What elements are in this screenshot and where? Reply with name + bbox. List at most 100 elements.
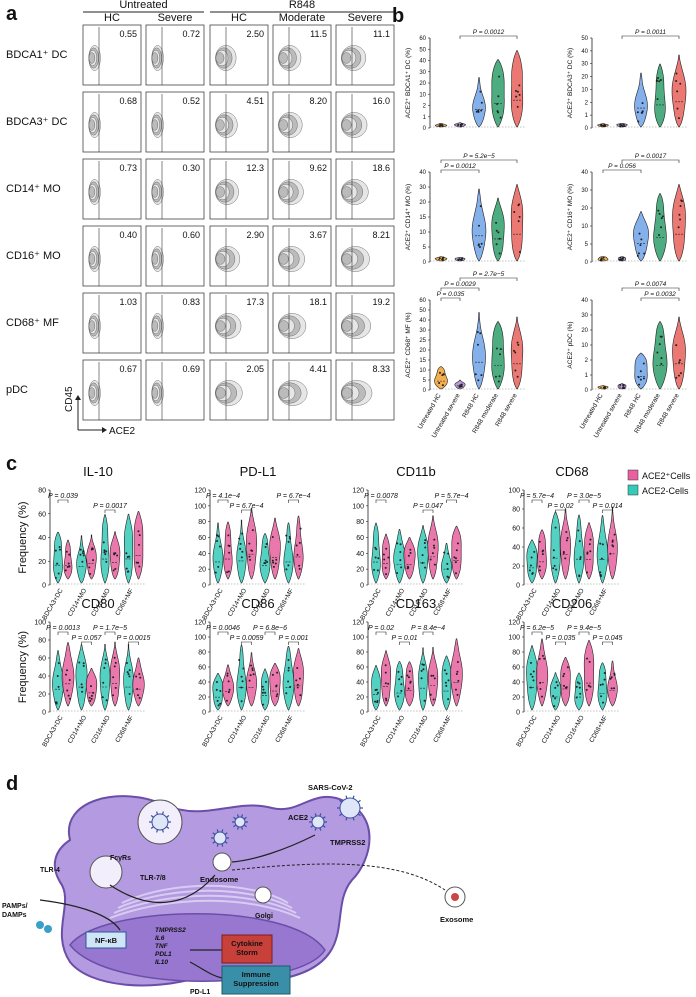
dot [228,551,231,554]
dot [586,551,589,554]
y-tick-label: 100 [194,503,206,510]
dot [114,686,117,689]
p-value: P = 0.0029 [444,281,476,288]
box-label: Storm [236,948,258,957]
dot [565,686,568,689]
dot [476,343,479,346]
row-label: BDCA3⁺ DC [6,116,67,128]
dot [552,556,555,559]
dot [600,574,603,577]
p-bracket [375,499,387,503]
dot [432,544,435,547]
p-value: P = 0.02 [368,625,394,632]
dot [575,685,578,688]
y-tick-label: 30 [581,62,588,68]
gate-value: 0.40 [119,230,137,240]
dot [675,80,678,83]
dot [113,552,116,555]
virus [213,831,227,845]
dot [215,681,218,684]
dot [619,123,622,126]
violin [259,533,271,584]
dot [589,685,592,688]
contour [215,119,225,131]
violin [212,522,224,584]
dot [658,80,661,83]
dot [577,529,580,532]
p-bracket [555,641,566,645]
y-tick-label: 30 [419,185,426,191]
dot [555,681,558,684]
y-tick-label: 80 [356,650,364,657]
dot [532,679,535,682]
arrowhead [75,395,81,400]
dot [457,679,460,682]
dot [299,694,302,697]
diagram-label: Exosome [440,915,473,924]
dot [579,692,582,695]
dot [285,692,288,695]
group-header: Untreated [119,0,167,11]
dot [498,353,501,356]
dot [287,540,290,543]
dot [530,556,533,559]
dot [82,554,85,557]
y-tick-label: 60 [198,535,206,542]
spike [161,829,164,833]
dot [657,76,660,79]
dot [275,685,278,688]
dot [275,695,278,698]
dot [384,671,387,674]
p-value: P = 0.014 [593,503,623,510]
dot [264,680,267,683]
y-tick-label: 40 [512,545,520,552]
dot [516,375,519,378]
dot [127,673,130,676]
dot [636,111,639,114]
spike [224,832,228,835]
arrow [231,834,316,863]
x-tick-label: R848 HC [461,392,481,419]
violin [99,644,111,711]
dot [57,572,60,575]
dot [609,677,612,680]
dot [274,562,277,565]
dot [554,526,557,529]
dot [423,541,426,544]
dot [552,694,555,697]
dot [385,573,388,576]
dot [620,124,623,127]
dot [456,693,459,696]
y-tick-label: 20 [198,695,206,702]
arrow [39,899,121,931]
y-tick-label: 50 [419,47,426,53]
dot [477,244,480,247]
row-label: BDCA1⁺ DC [6,49,67,61]
spike [339,813,343,817]
dot [421,561,424,564]
dot [112,694,115,697]
dot [518,215,521,218]
violin [246,652,257,707]
p-bracket [440,297,461,301]
y-tick-label: 30 [419,70,426,76]
violin [381,533,391,580]
dot [137,530,140,533]
x-tick-label: CD16+MO [408,715,430,745]
y-tick-label: 5 [585,242,589,248]
dot [128,692,131,695]
violin [371,665,381,711]
dot [264,545,267,548]
gate-value: 8.21 [372,230,390,240]
y-axis-label: ACE2⁺ CD14⁺ MO (%) [405,184,412,250]
dot [565,539,568,542]
box-label: Immune [242,970,271,979]
dot [422,663,425,666]
spike [221,843,224,847]
dot [603,671,606,674]
dot [441,258,444,261]
dot [251,667,254,670]
dot [516,341,519,344]
dot [658,212,661,215]
axis-label: CD45 [64,386,75,412]
